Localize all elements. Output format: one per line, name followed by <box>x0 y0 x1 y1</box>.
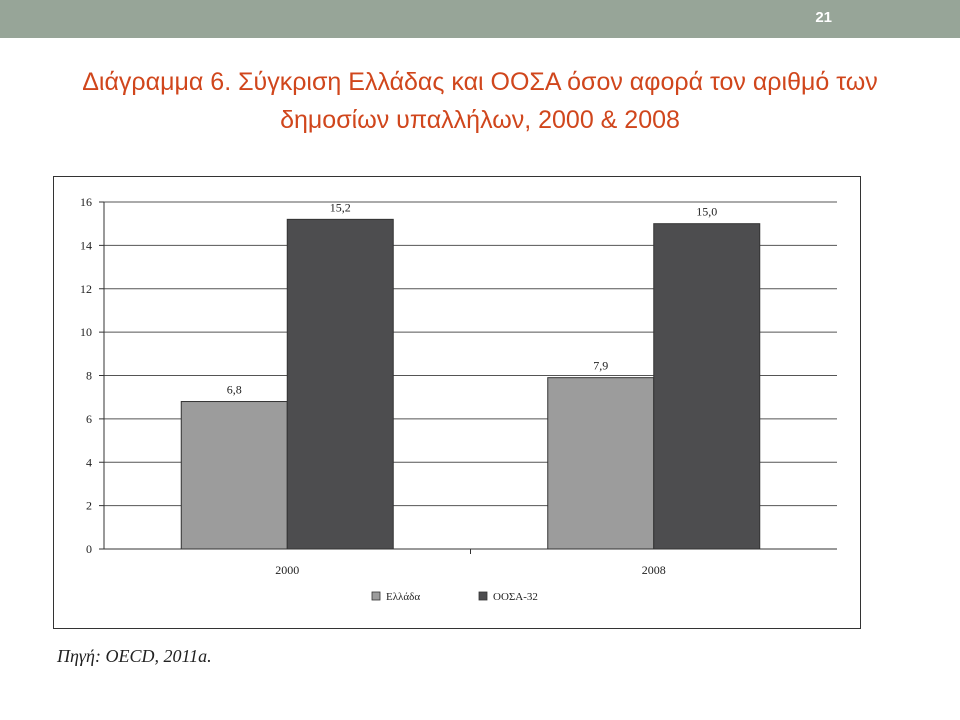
y-tick-label: 0 <box>86 542 92 556</box>
data-label: 15,2 <box>330 200 351 214</box>
chart-frame: 0 2 4 6 8 10 12 14 16 6,8 15,2 2000 7,9 15,0 2008 Ελλάδ… <box>53 176 861 629</box>
x-tick-label: 2008 <box>642 563 666 577</box>
legend-label: ΟΟΣΑ-32 <box>493 591 538 603</box>
data-label: 6,8 <box>227 383 242 397</box>
slide-number: 21 <box>815 9 832 26</box>
legend-swatch <box>371 591 381 601</box>
x-tick-label: 2000 <box>275 563 299 577</box>
y-tick-label: 10 <box>80 325 92 339</box>
y-tick-label: 14 <box>80 238 92 252</box>
data-label: 7,9 <box>593 359 608 373</box>
y-tick-label: 16 <box>80 195 92 209</box>
y-tick-label: 8 <box>86 369 92 383</box>
bar <box>286 218 394 550</box>
data-label: 15,0 <box>696 205 717 219</box>
bar <box>547 377 655 550</box>
bar <box>653 223 761 550</box>
source-note: Πηγή: OECD, 2011a. <box>57 646 212 666</box>
y-tick-label: 12 <box>80 282 92 296</box>
bar <box>180 401 288 550</box>
legend-label: Ελλάδα <box>386 591 420 603</box>
y-tick-label: 4 <box>86 455 92 469</box>
slide-title: Διάγραμμα 6. Σύγκριση Ελλάδας και ΟΟΣΑ ό… <box>82 68 878 134</box>
y-tick-label: 6 <box>86 412 92 426</box>
bar-chart: 0 2 4 6 8 10 12 14 16 6,8 15,2 2000 7,9 15,0 2008 Ελλάδ… <box>80 195 837 603</box>
legend-swatch <box>478 591 488 601</box>
y-tick-label: 2 <box>86 499 92 513</box>
top-bar: 21 <box>0 0 960 38</box>
